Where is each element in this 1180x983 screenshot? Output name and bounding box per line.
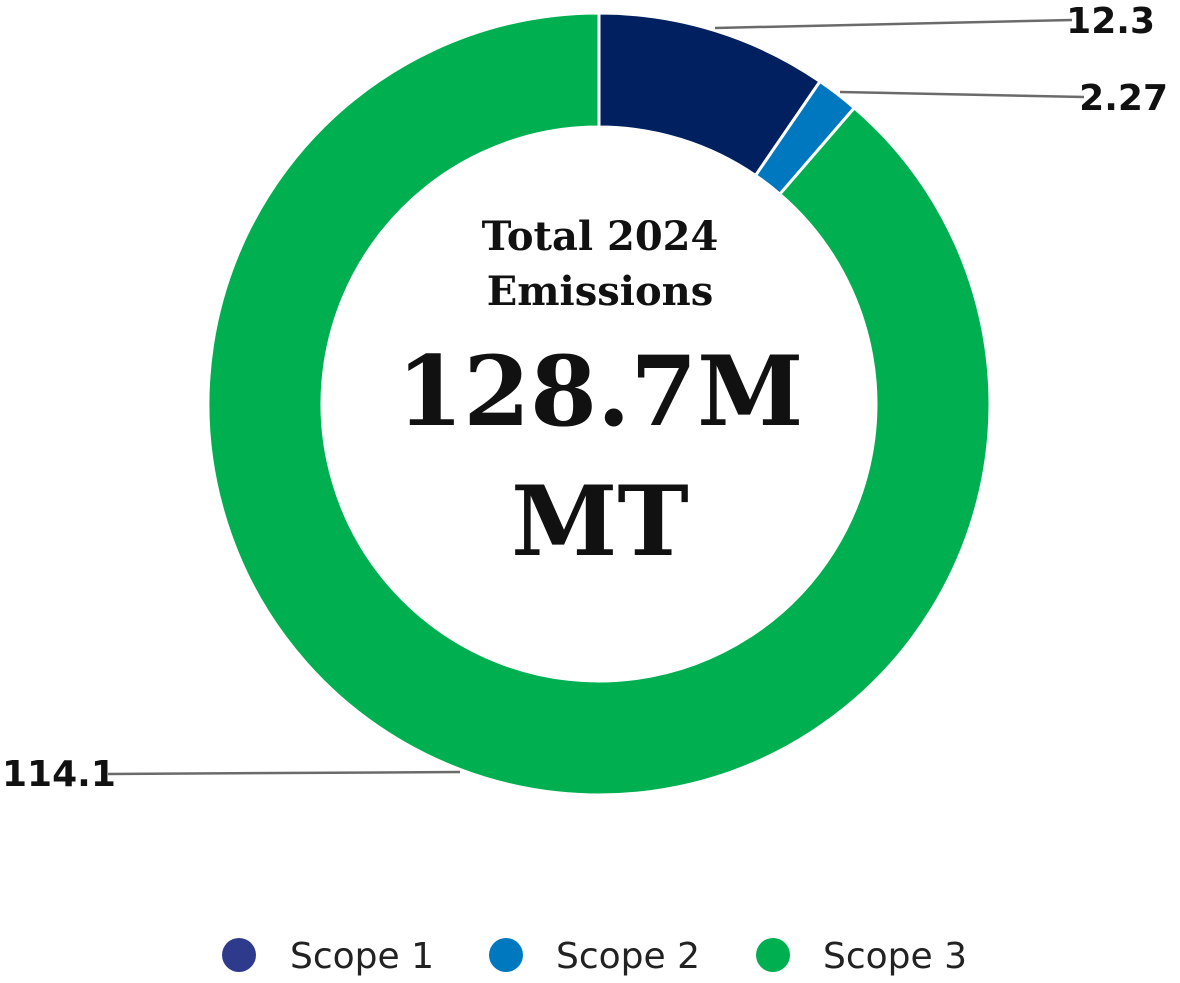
leader-line-scope-2 [839, 90, 1085, 99]
data-label-scope-1: 12.3 [1066, 1, 1155, 42]
legend-label-scope-2: Scope 2 [556, 936, 700, 977]
legend-label-scope-1: Scope 1 [290, 936, 434, 977]
donut-slice-scope-3 [206, 11, 992, 797]
data-label-scope-2: 2.27 [1079, 78, 1168, 119]
leader-line-scope-1 [714, 18, 1073, 30]
legend-marker-scope-2 [489, 938, 523, 972]
data-label-scope-3: 114.1 [2, 754, 116, 795]
leader-lines [107, 18, 1085, 776]
leader-line-scope-3 [107, 770, 461, 776]
center-value-line-1: 128.7M [397, 335, 804, 448]
center-title-line-2: Emissions [487, 268, 714, 315]
center-value-line-2: MT [511, 465, 689, 578]
legend-label-scope-3: Scope 3 [823, 936, 967, 977]
donut-slices [206, 11, 992, 797]
legend-item-scope-3: Scope 3 [756, 936, 967, 977]
legend-marker-scope-1 [222, 938, 256, 972]
legend-marker-scope-3 [756, 938, 790, 972]
legend-item-scope-1: Scope 1 [222, 936, 434, 977]
legend-item-scope-2: Scope 2 [489, 936, 700, 977]
center-title-line-1: Total 2024 [482, 213, 719, 260]
legend: Scope 1 Scope 2 Scope 3 [222, 936, 967, 977]
